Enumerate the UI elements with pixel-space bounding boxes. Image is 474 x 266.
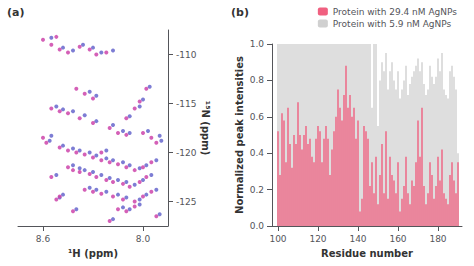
svg-text:(a): (a) (7, 6, 24, 19)
svg-text:¹H (ppm): ¹H (ppm) (68, 248, 118, 259)
svg-text:0.6: 0.6 (250, 112, 265, 122)
svg-text:0.4: 0.4 (250, 148, 265, 158)
svg-text:0.2: 0.2 (250, 185, 264, 195)
svg-text:0.8: 0.8 (250, 75, 265, 85)
svg-text:¹⁵N (ppm): ¹⁵N (ppm) (200, 101, 211, 156)
svg-text:180: 180 (429, 234, 446, 244)
svg-text:0.0: 0.0 (250, 221, 265, 231)
svg-text:Protein with 29.4 nM AgNPs: Protein with 29.4 nM AgNPs (333, 7, 457, 17)
svg-text:120: 120 (309, 234, 326, 244)
svg-text:Residue number: Residue number (321, 248, 413, 259)
svg-text:100: 100 (269, 234, 286, 244)
svg-text:-110: -110 (176, 50, 197, 60)
svg-text:8.6: 8.6 (36, 234, 51, 244)
svg-text:8.0: 8.0 (136, 234, 151, 244)
svg-text:140: 140 (349, 234, 366, 244)
svg-text:-115: -115 (176, 99, 196, 109)
svg-text:Protein with 5.9 nM AgNPs: Protein with 5.9 nM AgNPs (333, 19, 452, 29)
svg-text:1.0: 1.0 (250, 39, 265, 49)
svg-text:-125: -125 (176, 197, 196, 207)
svg-text:-120: -120 (176, 148, 197, 158)
svg-text:160: 160 (389, 234, 406, 244)
svg-text:Normalized peak intensities: Normalized peak intensities (234, 56, 245, 214)
svg-text:(b): (b) (231, 6, 249, 19)
